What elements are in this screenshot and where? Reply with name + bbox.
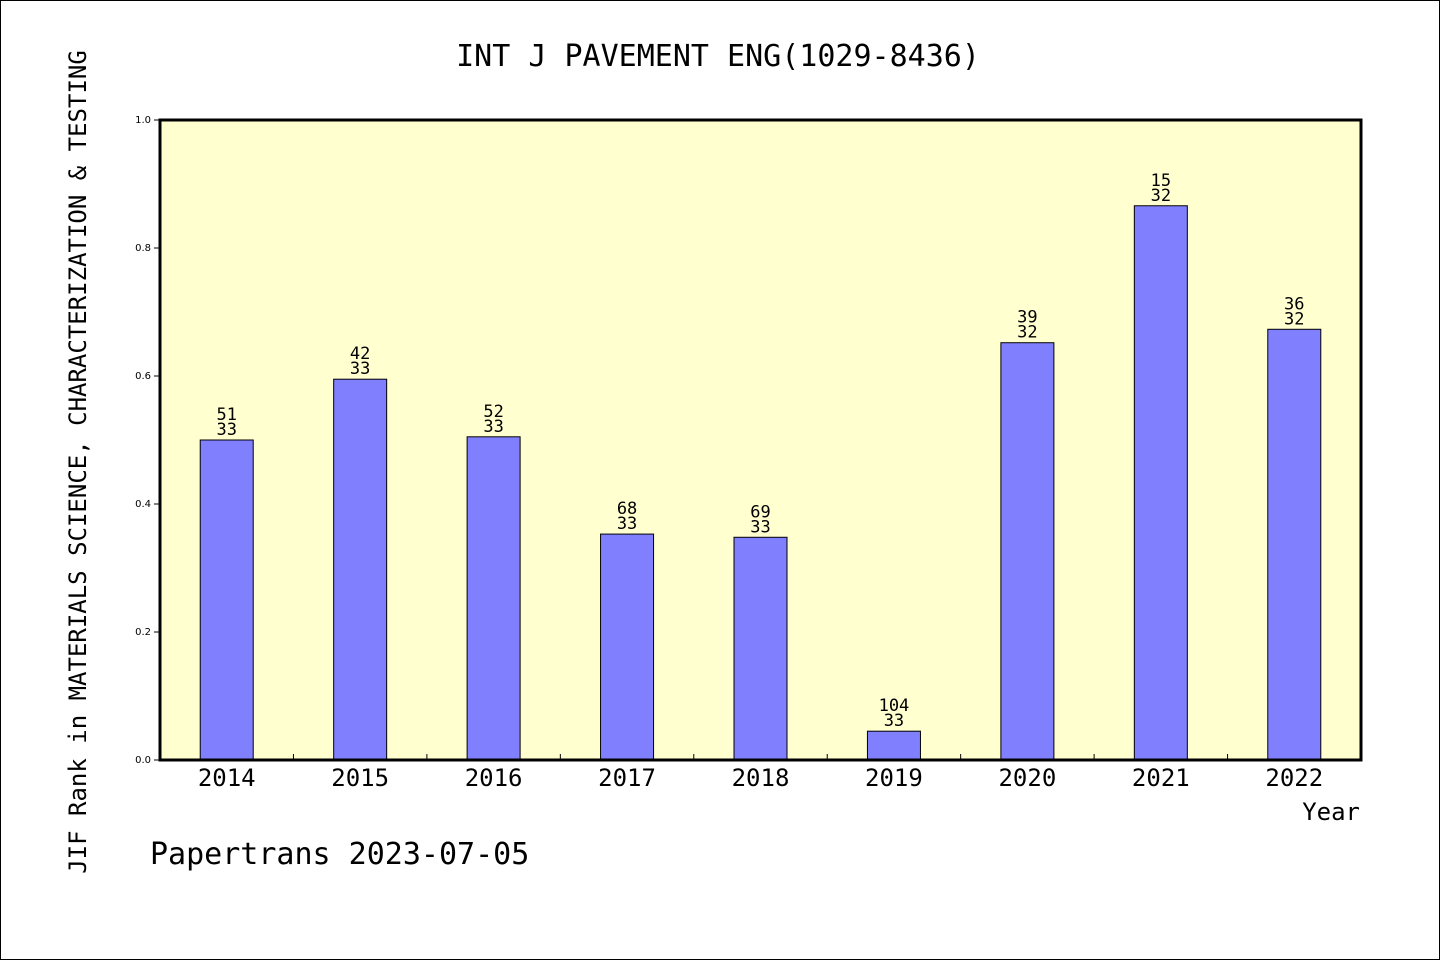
- bar-label-rank-2014: 51: [216, 405, 236, 425]
- bar-2016: [466, 436, 521, 761]
- bar-2019: [866, 730, 921, 761]
- y-tick-label: 0.4: [135, 499, 151, 510]
- x-tick-label-2020: 2020: [998, 764, 1056, 792]
- bar-label-total-2018: 33: [750, 517, 770, 537]
- bar-label-rank-2015: 42: [350, 344, 370, 364]
- bar-label-total-2019: 33: [884, 711, 904, 731]
- y-axis-label: JIF Rank in MATERIALS SCIENCE, CHARACTER…: [64, 50, 92, 874]
- y-tick-label: 0.0: [135, 755, 151, 766]
- y-axis: 0.0 0.2 0.4 0.6 0.8 1.0: [135, 115, 160, 766]
- bar-label-rank-2019: 104: [879, 696, 910, 716]
- bar-label-rank-2016: 52: [483, 402, 503, 422]
- y-tick-label: 0.8: [135, 243, 151, 254]
- bar-2017: [600, 533, 655, 761]
- x-tick-label-2016: 2016: [465, 764, 523, 792]
- bar-2015: [333, 378, 388, 761]
- x-tick-label-2019: 2019: [865, 764, 923, 792]
- bar-label-rank-2017: 68: [617, 499, 637, 519]
- bar-label-rank-2018: 69: [750, 502, 770, 522]
- bar-2014: [199, 439, 254, 761]
- bar-label-total-2020: 32: [1017, 323, 1037, 343]
- bar-label-rank-2021: 15: [1151, 171, 1171, 191]
- bar-label-total-2021: 32: [1151, 186, 1171, 206]
- x-tick-label-2018: 2018: [732, 764, 790, 792]
- bar-label-total-2014: 33: [216, 420, 236, 440]
- x-axis-label: Year: [1302, 798, 1360, 826]
- plot-border: [158, 118, 1363, 762]
- x-axis: 2014 2015 2016 2017 2018 2019 2020 2021 2022: [198, 754, 1323, 792]
- bar-2022: [1267, 328, 1322, 761]
- bar-2018: [733, 536, 788, 761]
- x-tick-label-2017: 2017: [598, 764, 656, 792]
- y-tick-label: 0.2: [135, 627, 151, 638]
- x-tick-label-2014: 2014: [198, 764, 256, 792]
- bar-label-total-2016: 33: [483, 417, 503, 437]
- bar-label-rank-2022: 36: [1284, 294, 1304, 314]
- x-tick-label-2015: 2015: [331, 764, 389, 792]
- bar-label-total-2017: 33: [617, 514, 637, 534]
- bar-2020: [1000, 342, 1055, 761]
- bar-2021: [1133, 205, 1188, 761]
- x-tick-label-2021: 2021: [1132, 764, 1190, 792]
- footer-credit: Papertrans 2023-07-05: [150, 837, 529, 872]
- y-tick-label: 0.6: [135, 371, 151, 382]
- y-tick-label: 1.0: [135, 115, 151, 126]
- chart-title: INT J PAVEMENT ENG(1029-8436): [456, 39, 980, 74]
- bar-label-total-2022: 32: [1284, 309, 1304, 329]
- x-tick-label-2022: 2022: [1265, 764, 1323, 792]
- bar-label-rank-2020: 39: [1017, 308, 1037, 328]
- bars-layer: [199, 205, 1322, 761]
- bar-label-total-2015: 33: [350, 359, 370, 379]
